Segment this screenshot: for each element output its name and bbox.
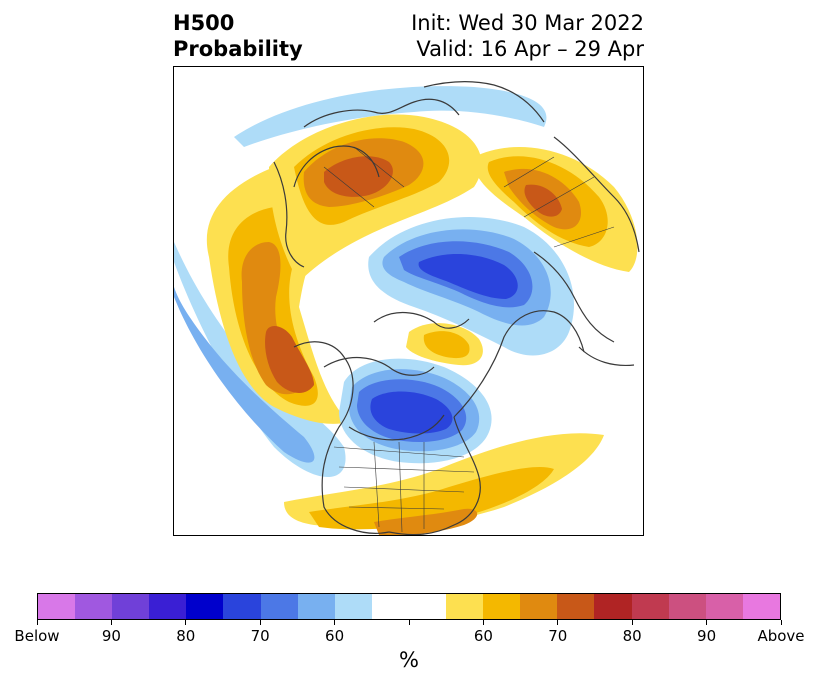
- arctic-below-arc: [234, 86, 547, 147]
- colorbar-segment: [260, 594, 298, 619]
- colorbar: [37, 593, 781, 620]
- title-product: Probability: [173, 37, 303, 61]
- colorbar-segment: [408, 594, 447, 619]
- pacific-ridge-90: [265, 325, 314, 393]
- chart-title-left: H500 Probability: [173, 10, 303, 62]
- colorbar-segment: [742, 594, 780, 619]
- polar-trough-90: [418, 254, 518, 299]
- colorbar-tick-mark: [334, 620, 336, 625]
- hudson-ridge-70: [423, 331, 470, 359]
- map-svg: [174, 81, 640, 535]
- west-pacific-below-core: [174, 287, 315, 463]
- colorbar-segment: [149, 594, 187, 619]
- colorbar-segment: [112, 594, 150, 619]
- colorbar-tick-mark: [36, 620, 38, 625]
- colorbar-tick-mark: [482, 620, 484, 625]
- colorbar-segment: [631, 594, 669, 619]
- colorbar-tick-label: 60: [325, 627, 345, 645]
- colorbar-tick-mark: [408, 620, 410, 625]
- colorbar-segment: [557, 594, 595, 619]
- title-variable: H500: [173, 11, 235, 35]
- colorbar-tick-label: 70: [250, 627, 270, 645]
- init-date-label: Init: Wed 30 Mar 2022: [411, 11, 644, 35]
- colorbar-tick-label: 60: [473, 627, 493, 645]
- colorbar-tick-mark: [631, 620, 633, 625]
- us-ridge-80: [374, 508, 478, 535]
- colorbar-segment: [186, 594, 224, 619]
- na-trough-90: [370, 391, 453, 434]
- us-ridge-60: [284, 433, 604, 528]
- colorbar-tick-label: Below: [14, 627, 60, 645]
- colorbar-segment: [38, 594, 76, 619]
- colorbar-tick-mark: [185, 620, 187, 625]
- pacific-ridge-80: [241, 242, 304, 395]
- probability-map: [173, 66, 644, 536]
- asia-ridge-90: [524, 184, 562, 217]
- colorbar-segment: [297, 594, 335, 619]
- colorbar-tick-mark: [557, 620, 559, 625]
- colorbar-segment: [594, 594, 632, 619]
- valid-period-label: Valid: 16 Apr – 29 Apr: [416, 37, 644, 61]
- colorbar-segment: [446, 594, 484, 619]
- colorbar-segment: [483, 594, 521, 619]
- colorbar-tick-mark: [706, 620, 708, 625]
- colorbar-tick-label: 90: [101, 627, 121, 645]
- chart-title-right: Init: Wed 30 Mar 2022 Valid: 16 Apr – 29…: [411, 10, 644, 62]
- borders: [323, 146, 615, 533]
- colorbar-tick-mark: [780, 620, 782, 625]
- colorbar-tick-label: 80: [622, 627, 642, 645]
- colorbar-tick-label: 70: [548, 627, 568, 645]
- colorbar-unit-label: %: [399, 648, 419, 672]
- colorbar-tick-label: 80: [176, 627, 196, 645]
- colorbar-segment: [371, 594, 409, 619]
- colorbar-segment: [520, 594, 558, 619]
- us-ridge-70: [309, 467, 554, 530]
- colorbar-segment: [705, 594, 743, 619]
- colorbar-tick-label: Above: [757, 627, 805, 645]
- colorbar-segment: [334, 594, 372, 619]
- colorbar-tick-mark: [110, 620, 112, 625]
- colorbar-tick-mark: [259, 620, 261, 625]
- colorbar-segment: [668, 594, 706, 619]
- colorbar-tick-label: 90: [697, 627, 717, 645]
- coastlines: [273, 81, 640, 535]
- colorbar-segment: [75, 594, 113, 619]
- colorbar-segment: [223, 594, 261, 619]
